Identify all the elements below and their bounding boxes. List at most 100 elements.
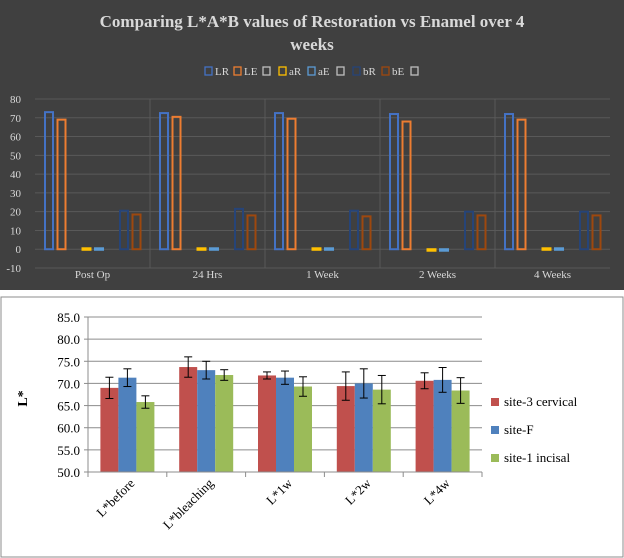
legend-label: aE — [318, 66, 330, 78]
y-tick-label: 20 — [10, 207, 22, 219]
chart-axes — [87, 317, 483, 477]
bar-aE — [554, 247, 564, 251]
bar-bE — [476, 214, 487, 251]
bar-site-F — [197, 370, 216, 472]
y-axis-ticks: 80 70 60 50 40 30 20 10 0 -10 — [6, 94, 21, 275]
bar-site-1 incisal — [136, 402, 155, 472]
bar-LE — [286, 117, 297, 251]
bar-LE — [56, 118, 67, 251]
bar-bE — [591, 214, 602, 251]
y-tick-label: 80 — [10, 94, 22, 106]
bar-bE — [361, 215, 372, 251]
legend-swatch — [204, 66, 213, 76]
legend-swatch — [491, 398, 499, 406]
bar-LR — [389, 113, 399, 251]
y-tick-label: -10 — [6, 263, 21, 275]
bar-bR — [349, 209, 359, 251]
legend-label: LE — [244, 66, 258, 78]
bar-bR — [119, 209, 129, 251]
chart-bars — [100, 367, 470, 472]
bar-LE — [401, 120, 412, 251]
bar-aE — [324, 247, 334, 251]
y-tick-label: 0 — [16, 244, 22, 256]
x-axis-categories: Post Op 24 Hrs 1 Week 2 Weeks 4 Weeks — [75, 269, 571, 281]
legend-label: bE — [392, 66, 405, 78]
bar-aR — [311, 247, 322, 251]
bar-site-F — [354, 383, 373, 472]
y-tick-label: 65.0 — [57, 399, 80, 414]
legend-label: bR — [363, 66, 377, 78]
x-category-label: Post Op — [75, 269, 111, 281]
chart-legend: LR LE aR aE bR bE — [204, 66, 419, 78]
bar-site-3 cervical — [179, 367, 198, 472]
bar-LR — [274, 112, 284, 251]
bar-bE — [246, 214, 257, 251]
y-tick-label: 85.0 — [57, 310, 80, 325]
bar-site-1 incisal — [451, 390, 470, 472]
y-tick-label: 60.0 — [57, 421, 80, 436]
legend-swatch — [262, 66, 271, 76]
bar-LE — [171, 115, 182, 251]
y-tick-label: 70 — [10, 113, 22, 125]
legend-swatch — [336, 66, 345, 76]
chart-bars — [44, 111, 602, 252]
y-axis-label: L* — [16, 390, 31, 406]
chart-title-line-2: weeks — [290, 35, 334, 54]
legend-swatch — [491, 454, 499, 462]
bar-bE — [131, 213, 142, 251]
y-tick-label: 40 — [10, 169, 22, 181]
y-tick-label: 10 — [10, 225, 22, 237]
bar-bR — [234, 207, 244, 251]
y-tick-label: 55.0 — [57, 443, 80, 458]
bar-site-3 cervical — [336, 386, 355, 472]
bar-site-1 incisal — [294, 386, 312, 472]
y-tick-label: 80.0 — [57, 332, 80, 347]
bar-LR — [504, 113, 514, 251]
legend-swatch — [381, 66, 390, 76]
bar-aE — [439, 248, 449, 252]
legend-swatch — [278, 66, 287, 76]
bar-aR — [81, 247, 92, 251]
bar-site-F — [118, 377, 137, 472]
x-category-label: 4 Weeks — [534, 269, 571, 281]
bar-site-1 incisal — [215, 375, 234, 472]
legend-swatch — [410, 66, 419, 76]
bar-site-1 incisal — [372, 389, 391, 472]
y-tick-label: 60 — [10, 132, 22, 144]
bar-site-3 cervical — [258, 375, 276, 472]
legend-label: LR — [215, 66, 230, 78]
bar-LE — [516, 118, 527, 251]
x-category-label: 24 Hrs — [193, 269, 223, 281]
legend-label: site-1 incisal — [504, 450, 570, 465]
x-category-label: 2 Weeks — [419, 269, 456, 281]
chart-background — [0, 0, 624, 290]
y-tick-label: 75.0 — [57, 354, 80, 369]
legend-swatch — [491, 426, 499, 434]
chart-gridlines — [35, 98, 610, 269]
bar-site-3 cervical — [100, 387, 119, 472]
bar-LR — [44, 111, 54, 251]
bar-bR — [579, 210, 589, 251]
legend-swatch — [307, 66, 316, 76]
bar-aR — [426, 248, 437, 252]
bar-site-F — [433, 379, 452, 472]
chart-title-line-1: Comparing L*A*B values of Restoration vs… — [100, 12, 525, 31]
legend-label: site-3 cervical — [504, 394, 578, 409]
lab-values-chart: Comparing L*A*B values of Restoration vs… — [0, 0, 624, 290]
y-tick-label: 50 — [10, 150, 22, 162]
l-star-by-site-chart: 85.080.075.070.065.060.055.050.0 L*befor… — [0, 296, 624, 558]
bar-LR — [159, 112, 169, 251]
legend-swatch — [233, 66, 242, 76]
y-tick-label: 50.0 — [57, 465, 80, 480]
legend-label: aR — [289, 66, 302, 78]
error-bars — [105, 356, 465, 409]
y-tick-label: 70.0 — [57, 376, 80, 391]
bar-site-3 cervical — [415, 380, 434, 472]
legend-swatch — [352, 66, 361, 76]
bar-aE — [94, 247, 104, 251]
x-category-label: 1 Week — [306, 269, 339, 281]
legend-label: site-F — [504, 422, 534, 437]
chart-legend: site-3 cervical site-F site-1 incisal — [491, 394, 578, 465]
bar-aE — [209, 247, 219, 251]
bar-site-F — [276, 377, 294, 472]
